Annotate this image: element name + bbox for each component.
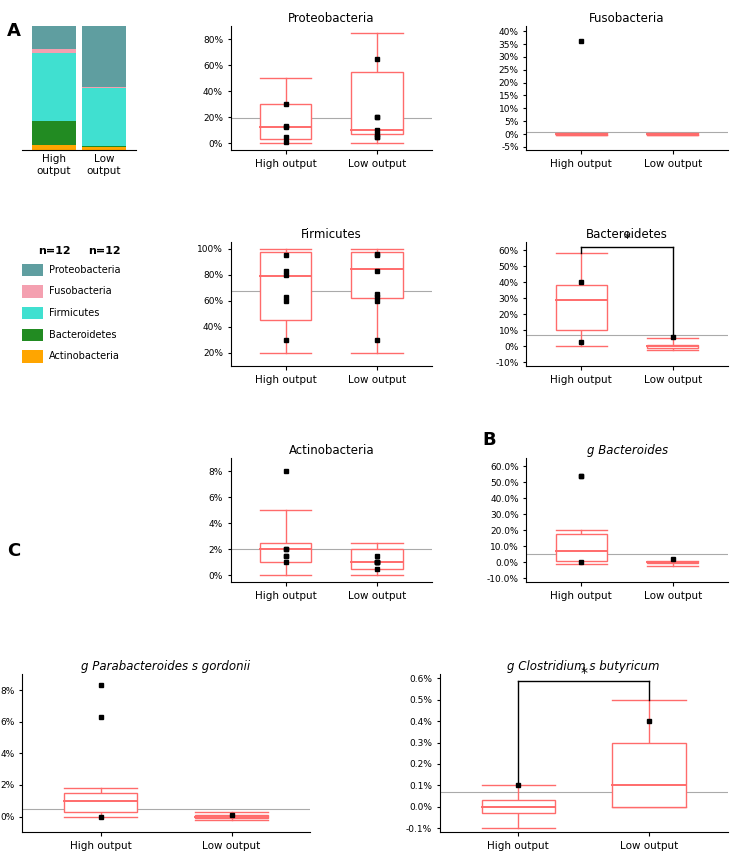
Bar bbox=[260, 252, 311, 320]
Text: *: * bbox=[580, 666, 587, 680]
Bar bbox=[22, 307, 43, 319]
Bar bbox=[481, 800, 555, 813]
Title: Proteobacteria: Proteobacteria bbox=[288, 12, 375, 25]
Bar bbox=[32, 145, 76, 149]
Text: n=12: n=12 bbox=[87, 245, 121, 256]
Title: Firmicutes: Firmicutes bbox=[301, 228, 362, 241]
Bar bbox=[22, 350, 43, 362]
Text: A: A bbox=[7, 22, 21, 40]
Text: n=12: n=12 bbox=[37, 245, 71, 256]
Bar bbox=[64, 792, 137, 812]
Text: Bacteroidetes: Bacteroidetes bbox=[49, 329, 117, 340]
Title: g Bacteroides: g Bacteroides bbox=[587, 444, 667, 457]
Bar bbox=[351, 252, 403, 298]
Text: C: C bbox=[7, 542, 21, 560]
Bar bbox=[32, 26, 76, 49]
Bar bbox=[82, 146, 126, 147]
Bar bbox=[648, 562, 698, 564]
Bar bbox=[648, 345, 698, 348]
Bar bbox=[22, 264, 43, 276]
Bar bbox=[22, 285, 43, 297]
Bar bbox=[82, 147, 126, 149]
Bar bbox=[22, 329, 43, 341]
Text: *: * bbox=[623, 231, 631, 245]
Title: g Parabacteroides s gordonii: g Parabacteroides s gordonii bbox=[82, 660, 251, 673]
Title: Actinobacteria: Actinobacteria bbox=[288, 444, 374, 457]
Text: Proteobacteria: Proteobacteria bbox=[49, 264, 121, 275]
Text: Firmicutes: Firmicutes bbox=[49, 308, 100, 318]
Bar bbox=[260, 543, 311, 562]
Text: Fusobacteria: Fusobacteria bbox=[49, 286, 112, 297]
Title: g Clostridium s butyricum: g Clostridium s butyricum bbox=[507, 660, 660, 673]
Text: Actinobacteria: Actinobacteria bbox=[49, 351, 121, 362]
Title: Fusobacteria: Fusobacteria bbox=[589, 12, 665, 25]
Bar bbox=[82, 26, 126, 88]
Bar bbox=[32, 121, 76, 145]
Bar bbox=[351, 549, 403, 569]
Bar bbox=[195, 815, 268, 818]
Title: Bacteroidetes: Bacteroidetes bbox=[586, 228, 668, 241]
Bar bbox=[556, 534, 607, 561]
Text: B: B bbox=[482, 431, 496, 449]
Bar bbox=[556, 285, 607, 330]
Bar bbox=[612, 742, 686, 806]
Bar bbox=[32, 49, 76, 53]
Bar bbox=[32, 53, 76, 121]
Bar bbox=[82, 88, 126, 146]
Bar bbox=[351, 71, 403, 134]
Bar bbox=[260, 104, 311, 139]
